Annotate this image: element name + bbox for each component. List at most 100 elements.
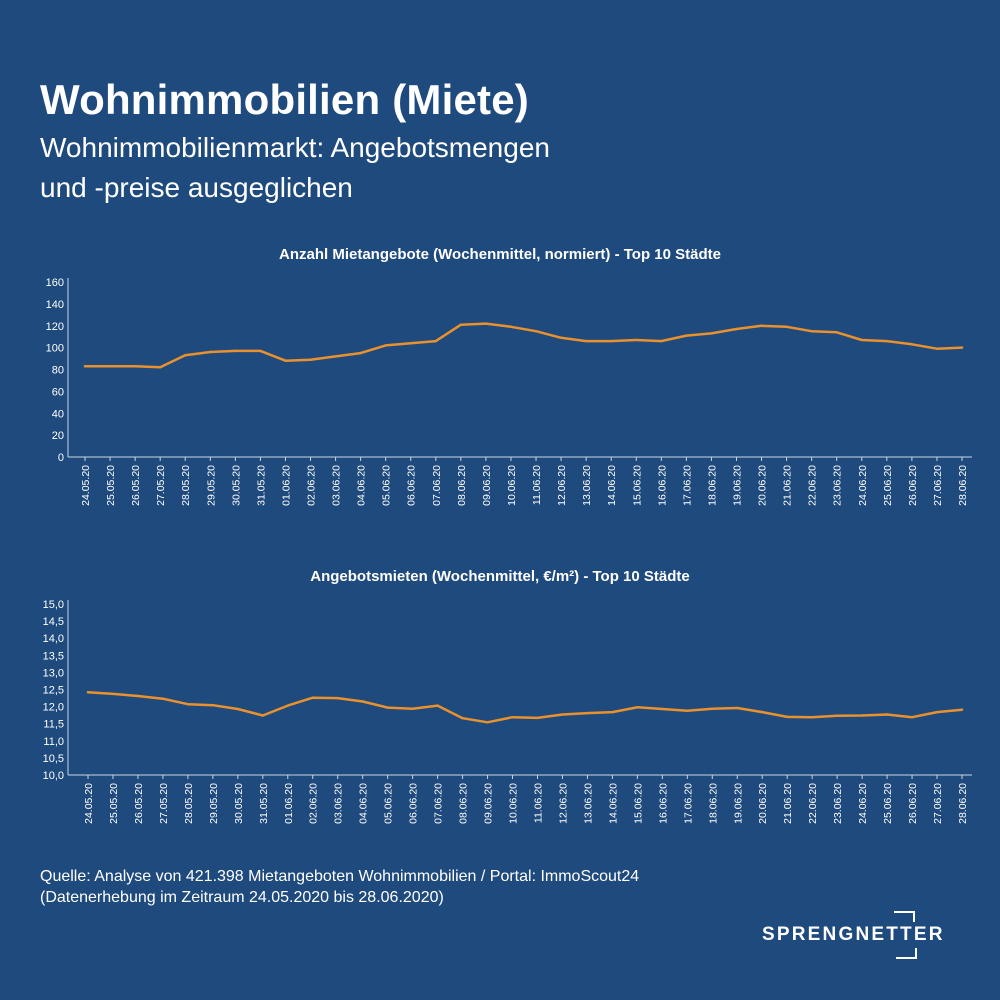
line-chart-svg: 0 20 40 60 80 100 120 140 160 24.05.20 25.05.20 26.… <box>46 277 972 506</box>
series-line <box>86 690 964 724</box>
data-point <box>336 696 339 700</box>
x-tick-label: 27.06.20 <box>932 783 944 824</box>
x-tick-label: 20.06.20 <box>757 465 769 506</box>
x-tick-label: 10.06.20 <box>508 783 520 824</box>
data-point <box>711 707 714 710</box>
data-point <box>361 700 364 703</box>
x-tick-label: 30.05.20 <box>233 783 245 824</box>
x-tick-label: 23.06.20 <box>832 465 844 506</box>
x-tick-label: 03.06.20 <box>331 465 343 506</box>
data-point <box>158 366 162 369</box>
x-tick-label: 04.06.20 <box>356 465 368 506</box>
x-tick-label: 25.06.20 <box>882 465 894 506</box>
x-tick-label: 15.06.20 <box>632 783 644 824</box>
subtitle-line-2: und -preise ausgeglichen <box>40 172 353 203</box>
chart-rental-offers-count: Anzahl Mietangebote (Wochenmittel, normi… <box>0 238 1000 538</box>
x-tick-label: 27.05.20 <box>158 783 170 824</box>
x-tick-label: 22.06.20 <box>807 465 819 506</box>
logo-bracket-icon <box>894 911 917 959</box>
x-tick-label: 16.06.20 <box>656 465 668 506</box>
x-tick-label: 17.06.20 <box>681 465 693 506</box>
data-point <box>86 691 90 694</box>
x-tick-label: 31.05.20 <box>258 783 270 824</box>
data-point <box>209 350 212 354</box>
x-tick-label: 03.06.20 <box>333 783 345 824</box>
data-point <box>584 339 588 343</box>
series-line <box>83 322 964 369</box>
chart-asking-rents: Angebotsmieten (Wochenmittel, €/m²) - To… <box>0 560 1000 850</box>
line-chart-svg: 10,0 10,5 11,0 11,5 12,0 12,5 13,0 13,5 14,0 14,5… <box>43 599 972 824</box>
logo-text: SPRENGNETTER <box>762 924 945 945</box>
page-title: Wohnimmobilien (Miete) <box>40 76 529 123</box>
data-point <box>534 330 538 333</box>
y-tick-label: 40 <box>52 408 64 420</box>
data-point <box>635 338 638 342</box>
x-tick-label: 07.06.20 <box>433 783 445 824</box>
y-tick-label: 120 <box>46 321 64 333</box>
data-point <box>885 713 889 716</box>
data-point <box>586 711 589 715</box>
x-tick-label: 28.05.20 <box>180 465 192 506</box>
data-point <box>334 355 337 358</box>
y-tick-label: 11,5 <box>43 719 64 731</box>
page-subtitle: Wohnimmobilienmarkt: Angebotsmengen und … <box>40 128 800 208</box>
x-tick-label: 28.06.20 <box>957 783 969 824</box>
data-point <box>860 714 864 717</box>
data-point <box>386 706 389 709</box>
y-tick-label: 10,5 <box>43 753 64 765</box>
data-point <box>236 707 240 711</box>
y-tick-label: 0 <box>58 452 64 464</box>
x-tick-label: 14.06.20 <box>607 783 619 824</box>
data-point <box>384 344 387 347</box>
data-point <box>261 714 264 717</box>
data-point <box>835 714 839 718</box>
data-point <box>760 324 763 327</box>
x-tick-label: 27.05.20 <box>155 465 167 506</box>
x-tick-label: 05.06.20 <box>381 465 393 506</box>
x-tick-label: 29.05.20 <box>208 783 220 824</box>
y-tick-label: 60 <box>52 386 64 398</box>
x-tick-label: 09.06.20 <box>481 465 493 506</box>
y-tick-label: 13,0 <box>43 667 64 679</box>
data-point <box>436 704 439 707</box>
data-point <box>885 339 889 343</box>
data-point <box>736 706 739 710</box>
x-tick-label: 17.06.20 <box>682 783 694 824</box>
x-tick-label: 04.06.20 <box>358 783 370 824</box>
data-point <box>284 359 287 362</box>
data-point <box>735 327 738 331</box>
data-point <box>686 709 689 712</box>
x-tick-label: 25.05.20 <box>105 465 117 506</box>
x-tick-label: 18.06.20 <box>706 465 718 506</box>
data-point <box>411 707 414 710</box>
x-tick-label: 25.06.20 <box>882 783 894 824</box>
x-tick-label: 01.06.20 <box>283 783 295 824</box>
data-point <box>910 716 914 719</box>
x-tick-label: 08.06.20 <box>458 783 470 824</box>
x-tick-label: 11.06.20 <box>531 465 543 505</box>
chart-title: Angebotsmieten (Wochenmittel, €/m²) - To… <box>310 568 690 585</box>
y-tick-label: 15,0 <box>43 599 64 611</box>
x-tick-label: 06.06.20 <box>408 783 420 824</box>
data-point <box>960 346 964 349</box>
data-point <box>660 339 663 343</box>
source-line-2: (Datenerhebung im Zeitraum 24.05.2020 bi… <box>40 889 444 906</box>
x-tick-label: 07.06.20 <box>431 465 443 506</box>
x-tick-label: 29.05.20 <box>205 465 217 506</box>
x-tick-label: 06.06.20 <box>406 465 418 506</box>
x-tick-label: 30.05.20 <box>230 465 242 506</box>
y-tick-label: 160 <box>46 277 64 289</box>
y-tick-label: 12,5 <box>43 685 64 697</box>
x-tick-label: 28.05.20 <box>183 783 195 824</box>
x-tick-label: 18.06.20 <box>707 783 719 824</box>
data-point <box>133 365 137 368</box>
x-tick-label: 26.05.20 <box>133 783 145 824</box>
y-tick-label: 100 <box>46 343 64 355</box>
data-point <box>559 336 563 339</box>
x-tick-label: 27.06.20 <box>932 465 944 506</box>
x-tick-label: 12.06.20 <box>556 465 568 506</box>
data-point <box>710 332 713 335</box>
x-tick-label: 11.06.20 <box>532 783 544 823</box>
data-point <box>910 343 914 346</box>
subtitle-line-1: Wohnimmobilienmarkt: Angebotsmengen <box>40 132 550 163</box>
